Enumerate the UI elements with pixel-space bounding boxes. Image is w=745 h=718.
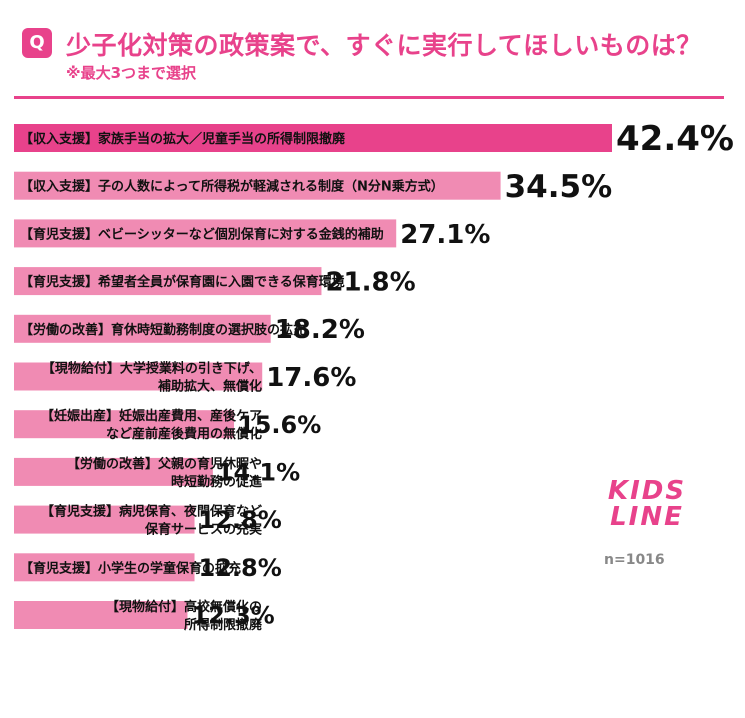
value-label-5: 18.2% xyxy=(275,315,365,345)
category-label-8: 【労働の改善】父親の育児休暇や時短勤務の促進 xyxy=(67,456,262,490)
value-label-6: 17.6% xyxy=(266,363,356,393)
category-label-3: 【育児支援】ベビーシッターなど個別保育に対する金銭的補助 xyxy=(20,226,384,242)
bar-5 xyxy=(14,314,271,343)
value-label-2: 34.5% xyxy=(505,169,613,205)
bar-7 xyxy=(14,410,235,439)
value-label-3: 27.1% xyxy=(400,220,490,250)
category-label-7: 【妊娠出産】妊娠出産費用、産後ケアなど産前産後費用の無償化 xyxy=(41,408,262,442)
category-label-2: 【収入支援】子の人数によって所得税が軽減される制度（N分N乗方式） xyxy=(20,179,444,195)
category-label-4: 【育児支援】希望者全員が保育園に入園できる保育環境 xyxy=(20,274,345,290)
chart-subtitle: ※最大3つまで選択 xyxy=(66,64,197,82)
category-label-5: 【労働の改善】育休時短勤務制度の選択肢の拡充 xyxy=(20,322,306,338)
category-label-11: 【現物給付】高校無償化の所得制限撤廃 xyxy=(106,599,263,633)
logo-line-2: LINE xyxy=(610,502,684,532)
category-label-9: 【育児支援】病児保育、夜間保育など保育サービスの充実 xyxy=(41,504,262,538)
bar-8 xyxy=(14,457,213,486)
bar-9 xyxy=(14,505,195,534)
value-label-10: 12.8% xyxy=(199,554,282,582)
value-label-11: 12.3% xyxy=(191,602,274,630)
kidsline-logo: KIDS LINE xyxy=(592,478,712,540)
bar-2 xyxy=(14,171,501,200)
bar-4 xyxy=(14,267,322,296)
bar-10 xyxy=(14,553,195,582)
category-label-1: 【収入支援】家族手当の拡大／児童手当の所得制限撤廃 xyxy=(20,131,346,147)
bar-3 xyxy=(14,219,397,248)
value-label-1: 42.4% xyxy=(616,119,734,159)
header-divider xyxy=(14,96,724,99)
bar-6 xyxy=(14,362,263,391)
value-label-8: 14.1% xyxy=(217,459,300,487)
category-label-6: 【現物給付】大学授業料の引き下げ、補助拡大、無償化 xyxy=(42,361,262,395)
category-label-10: 【育児支援】小学生の学童保育の拡充 xyxy=(20,560,241,576)
logo-line-1: KIDS xyxy=(607,476,687,506)
question-badge: Q xyxy=(22,28,52,58)
chart-header: Q 少子化対策の政策案で、すぐに実行してほしいものは？ ※最大3つまで選択 xyxy=(14,20,729,99)
bar-11 xyxy=(14,601,188,629)
value-label-7: 15.6% xyxy=(238,411,321,439)
chart-title: 少子化対策の政策案で、すぐに実行してほしいものは？ xyxy=(66,31,702,60)
bar-1 xyxy=(14,124,612,152)
sample-size-label: n=1016 xyxy=(604,552,665,568)
value-label-4: 21.8% xyxy=(325,267,415,297)
value-label-9: 12.8% xyxy=(199,506,282,534)
